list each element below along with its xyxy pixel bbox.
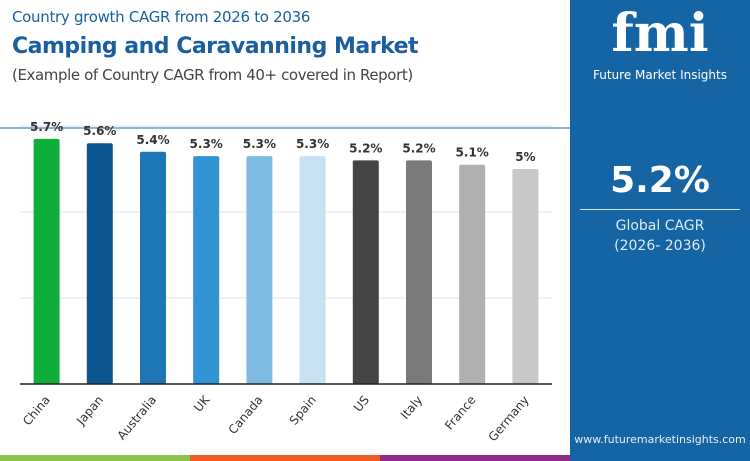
bar-canada (246, 156, 273, 384)
data-label: 5.4% (136, 133, 169, 147)
chart-title: Camping and Caravanning Market (12, 34, 419, 59)
divider (0, 127, 570, 129)
x-tick-label: Canada (226, 393, 266, 437)
side-panel: fmi Future Market Insights 5.2% Global C… (570, 0, 750, 461)
data-label: 5.3% (243, 137, 276, 151)
global-cagr-range: (2026- 2036) (614, 238, 706, 254)
data-label: 5.2% (402, 141, 435, 155)
x-tick-label: Japan (73, 393, 106, 428)
bar-germany (512, 169, 539, 384)
panel-divider (580, 209, 740, 210)
global-cagr-label: Global CAGR (615, 218, 705, 234)
data-label: 5.7% (30, 120, 63, 134)
bar-france (459, 164, 486, 384)
x-tick-label: Spain (287, 393, 319, 428)
x-tick-label: France (442, 393, 478, 433)
data-label: 5.3% (190, 137, 223, 151)
website-link[interactable]: www.futuremarketinsights.com (574, 433, 746, 446)
stripe-green (0, 455, 190, 461)
x-tick-label: China (20, 393, 53, 428)
bar-china (33, 138, 60, 384)
x-tick-label: UK (191, 392, 213, 415)
bar-uk (193, 156, 220, 384)
bar-spain (299, 156, 326, 384)
x-tick-label: US (351, 393, 372, 415)
stripe-orange (190, 455, 380, 461)
x-tick-label: Australia (114, 393, 159, 443)
data-label: 5% (515, 150, 535, 164)
bar-japan (86, 143, 113, 384)
global-cagr-value: 5.2% (610, 160, 710, 201)
stripe-purple (380, 455, 570, 461)
subtitle: Country growth CAGR from 2026 to 2036 (12, 8, 311, 26)
note: (Example of Country CAGR from 40+ covere… (12, 66, 413, 84)
data-label: 5.3% (296, 137, 329, 151)
x-tick-label: Italy (398, 393, 425, 422)
data-label: 5.2% (349, 141, 382, 155)
bar-italy (406, 160, 432, 384)
bar-us (352, 160, 379, 384)
bar-australia (140, 151, 166, 384)
fmi-logo: fmi (611, 3, 709, 64)
brand-name: Future Market Insights (592, 68, 727, 82)
data-label: 5.1% (456, 146, 489, 160)
data-label: 5.6% (83, 124, 116, 138)
bar-chart: 5.7% China 5.6% Japan 5.4% Australia 5.3% UK 5.3… (20, 120, 552, 444)
x-tick-label: Germany (486, 393, 532, 444)
